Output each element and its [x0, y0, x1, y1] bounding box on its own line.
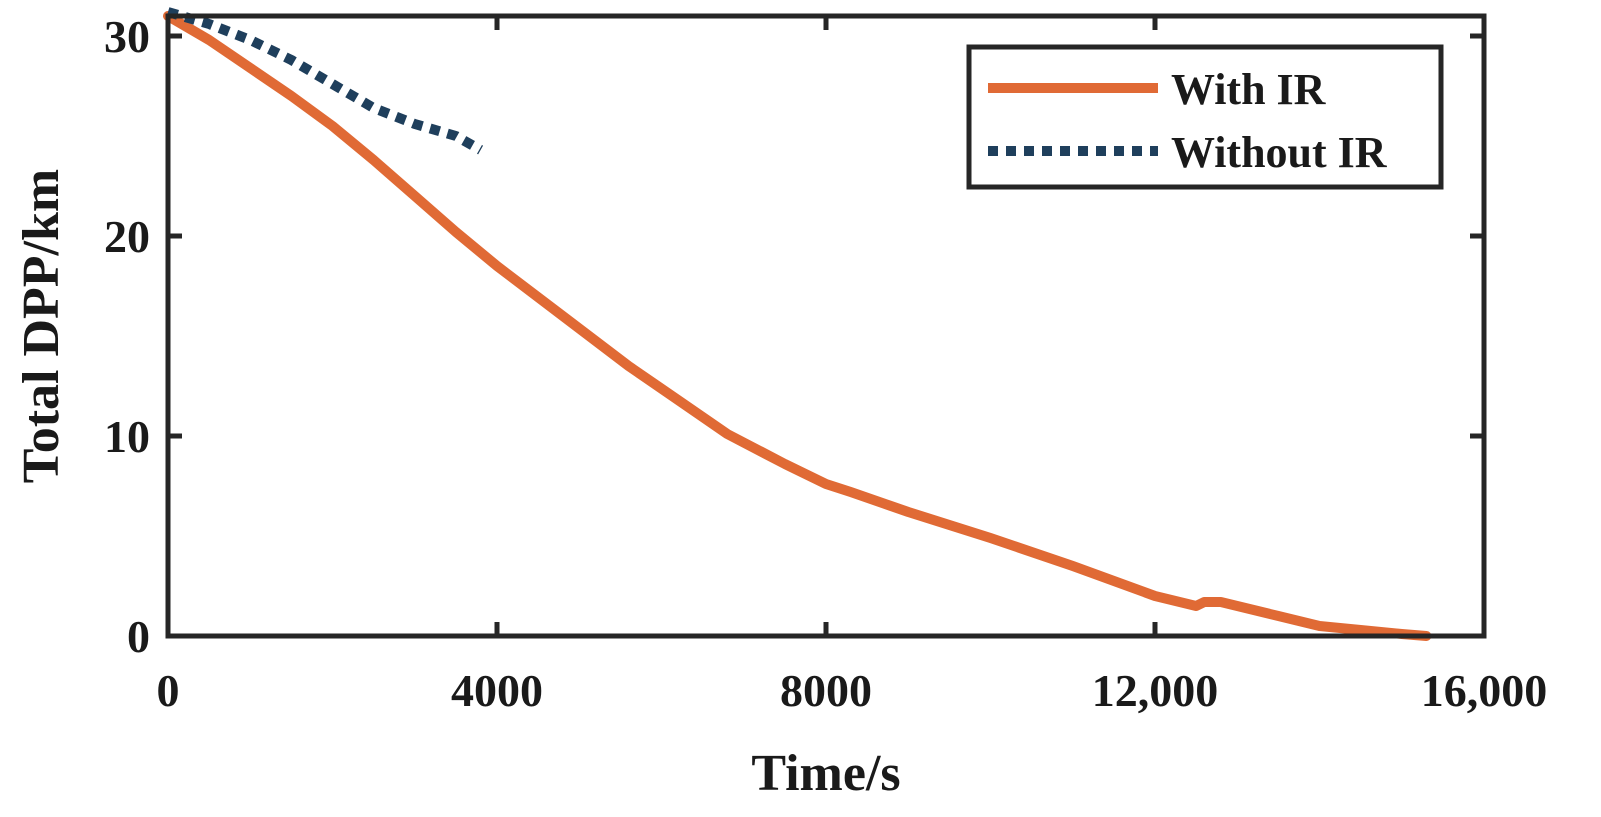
x-tick-label: 16,000 — [1421, 665, 1548, 716]
x-tick-label: 8000 — [780, 665, 872, 716]
y-tick-label: 30 — [104, 11, 150, 62]
x-tick-label: 12,000 — [1092, 665, 1219, 716]
series-layer — [163, 7, 1432, 641]
plot-frame — [165, 13, 1487, 639]
y-tick-label: 0 — [127, 611, 150, 662]
series-line-without-ir — [166, 7, 484, 155]
y-tick-label: 20 — [104, 211, 150, 262]
x-axis-title: Time/s — [751, 745, 900, 802]
legend-box — [966, 44, 1444, 190]
y-tick-label: 10 — [104, 411, 150, 462]
x-tick-label: 4000 — [451, 665, 543, 716]
legend-label-with-ir: With IR — [1171, 65, 1327, 114]
x-tick-label: 0 — [157, 665, 180, 716]
legend-label-without-ir: Without IR — [1171, 128, 1388, 177]
tick-labels: 0 4000 8000 12,000 16,000 0 10 20 30 — [104, 11, 1547, 716]
legend: With IR Without IR — [966, 44, 1444, 190]
series-line-with-ir — [163, 11, 1432, 641]
y-axis-title: Total DPP/km — [13, 169, 70, 483]
